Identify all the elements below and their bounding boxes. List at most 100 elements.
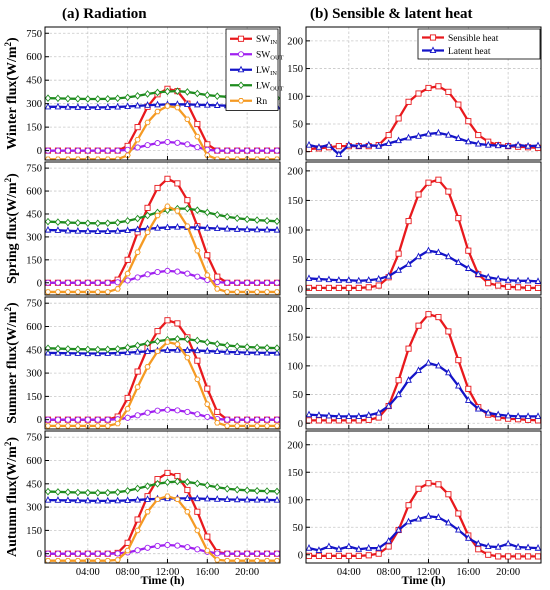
data-point: [355, 545, 363, 552]
data-point: [94, 496, 102, 504]
data-point: [325, 275, 333, 283]
data-point: [494, 274, 502, 282]
data-point: [164, 541, 171, 549]
data-point: [124, 496, 131, 503]
data-point: [54, 344, 62, 353]
data-point: [74, 156, 81, 160]
data-point: [315, 284, 322, 291]
data-point: [534, 277, 541, 284]
series-latent-heat: [306, 512, 541, 553]
data-point: [174, 104, 181, 111]
data-point: [124, 270, 131, 277]
data-point: [484, 140, 492, 148]
data-point: [514, 140, 522, 148]
data-point: [45, 487, 52, 496]
data-point: [214, 550, 221, 557]
series-line: [47, 408, 278, 421]
data-point: [104, 103, 112, 110]
data-point: [124, 277, 131, 284]
data-point: [445, 491, 452, 498]
data-point: [134, 124, 141, 131]
data-point: [504, 411, 512, 419]
data-point: [114, 557, 121, 563]
data-point: [154, 496, 161, 503]
data-point: [164, 339, 171, 345]
data-point: [64, 488, 72, 496]
data-point: [253, 156, 261, 160]
data-point: [203, 494, 211, 502]
data-point: [474, 404, 482, 412]
data-point: [54, 416, 61, 423]
series-line: [308, 178, 539, 290]
data-point: [174, 496, 181, 503]
data-point: [174, 180, 181, 187]
data-point: [494, 141, 502, 149]
data-point: [306, 140, 313, 148]
data-point: [194, 273, 201, 280]
y-tick-label: 600: [26, 52, 42, 63]
data-point: [204, 252, 211, 259]
data-point: [233, 485, 241, 494]
data-point: [144, 119, 151, 126]
data-point: [244, 416, 251, 423]
data-point: [194, 133, 201, 140]
data-point: [54, 94, 62, 103]
data-point: [455, 258, 462, 266]
y-tick-label: 750: [26, 29, 42, 40]
data-point: [325, 284, 332, 291]
data-point: [154, 407, 161, 414]
data-point: [84, 219, 92, 227]
data-point: [234, 147, 241, 154]
data-point: [425, 84, 432, 92]
data-point: [365, 140, 373, 148]
y-tick-label: 200: [287, 440, 303, 451]
data-point: [184, 223, 191, 229]
data-point: [154, 88, 161, 97]
data-point: [114, 420, 121, 427]
data-point: [263, 557, 271, 563]
y-tick-label: 0: [298, 147, 303, 158]
data-point: [335, 545, 343, 552]
data-point: [124, 348, 131, 356]
data-point: [465, 247, 472, 254]
data-point: [263, 343, 271, 352]
data-point: [375, 414, 382, 421]
series-line: [47, 495, 278, 562]
series-rn: [45, 103, 280, 160]
data-point: [134, 527, 141, 534]
data-point: [194, 494, 201, 502]
series-line: [308, 249, 539, 283]
data-point: [306, 284, 313, 291]
data-point: [263, 156, 271, 160]
y-tick-label: 150: [26, 123, 42, 134]
x-tick-label: 04:00: [76, 567, 100, 578]
data-point: [253, 486, 261, 495]
chart-radiation-winter: 0 150 300 450 600 750: [26, 26, 281, 161]
y-tick-label: 750: [26, 433, 42, 444]
y-tick-label: 300: [26, 99, 42, 110]
data-point: [465, 385, 472, 392]
data-point: [74, 95, 82, 103]
data-point: [144, 347, 151, 354]
legend-box: [417, 28, 541, 60]
data-point: [194, 346, 201, 354]
data-point: [104, 423, 111, 429]
data-point: [203, 346, 211, 354]
data-point: [524, 276, 532, 284]
data-point: [184, 197, 191, 204]
data-point: [306, 274, 313, 281]
data-point: [54, 279, 61, 286]
data-point: [273, 344, 280, 352]
data-point: [204, 481, 211, 490]
data-point: [94, 103, 102, 110]
data-point: [253, 348, 261, 356]
data-point: [485, 280, 492, 287]
y-tick-label: 50: [293, 390, 304, 401]
plot-frame: [305, 161, 542, 296]
data-point: [395, 266, 402, 273]
data-point: [154, 108, 161, 115]
data-point: [214, 92, 221, 100]
data-point: [45, 225, 52, 233]
data-point: [134, 92, 141, 100]
data-point: [234, 550, 241, 557]
